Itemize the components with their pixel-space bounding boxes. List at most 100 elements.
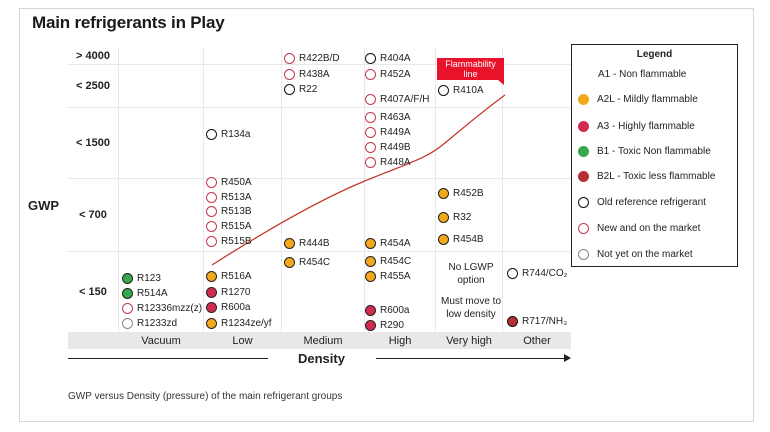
x-axis-line xyxy=(68,358,268,359)
b2l-marker-icon xyxy=(578,170,589,182)
old-marker-icon xyxy=(507,267,518,279)
new-marker-icon xyxy=(365,68,376,80)
refrigerant-item: R12336mzz(z) xyxy=(122,301,202,315)
a2l-marker-icon xyxy=(438,233,449,245)
not-yet-marker-icon xyxy=(122,317,133,329)
row-label: < 150 xyxy=(79,286,107,298)
refrigerant-item: R515A xyxy=(206,219,252,233)
column-label: Medium xyxy=(303,335,343,347)
legend-item: B1 - Toxic Non flammable xyxy=(578,144,711,158)
a2l-marker-icon xyxy=(206,270,217,282)
grid-cell xyxy=(119,179,203,251)
refrigerant-item: R438A xyxy=(284,67,330,81)
new-marker-icon xyxy=(206,235,217,247)
grid-cell xyxy=(503,179,571,251)
legend-item: Old reference refrigerant xyxy=(578,195,706,209)
new-marker-icon xyxy=(578,222,589,234)
row-cell xyxy=(68,252,118,332)
flammability-pointer xyxy=(498,80,504,85)
new-marker-icon xyxy=(365,111,376,123)
refrigerant-item: R134a xyxy=(206,127,250,141)
legend-title: Legend xyxy=(636,49,673,60)
grid-cell xyxy=(282,47,364,64)
new-marker-icon xyxy=(206,176,217,188)
column-label: Other xyxy=(523,335,551,347)
column-label: High xyxy=(388,335,412,347)
old-marker-icon xyxy=(206,128,217,140)
row-label: < 1500 xyxy=(76,137,110,149)
a2l-marker-icon xyxy=(438,211,449,223)
b2l-marker-icon xyxy=(507,315,518,327)
a2l-marker-icon xyxy=(438,187,449,199)
refrigerant-item: R407A/F/H xyxy=(365,92,429,106)
grid-cell xyxy=(119,252,203,332)
row-label: < 2500 xyxy=(76,80,110,92)
new-marker-icon xyxy=(365,126,376,138)
row-cell xyxy=(68,65,118,107)
a2l-marker-icon xyxy=(578,93,589,105)
a3-marker-icon xyxy=(365,304,376,316)
refrigerant-item: R455A xyxy=(365,269,411,283)
row-cell xyxy=(68,108,118,178)
refrigerant-item: R600a xyxy=(365,303,409,317)
grid-cell xyxy=(119,47,203,64)
refrigerant-item: R123 xyxy=(122,271,161,285)
refrigerant-item: R449A xyxy=(365,125,411,139)
new-marker-icon xyxy=(122,302,133,314)
row-label: > 4000 xyxy=(76,49,110,62)
a2l-marker-icon xyxy=(365,270,376,282)
x-axis-label: Density xyxy=(298,351,345,366)
refrigerant-item: R454B xyxy=(438,232,484,246)
grid-cell xyxy=(119,108,203,178)
not-yet-marker-icon xyxy=(578,248,589,260)
refrigerant-item: R516A xyxy=(206,269,252,283)
refrigerant-item: R22 xyxy=(284,82,317,96)
grid-cell xyxy=(204,65,281,107)
chart-title: Main refrigerants in Play xyxy=(32,13,225,32)
column-label: Vacuum xyxy=(141,335,181,347)
refrigerant-item: R452B xyxy=(438,186,484,200)
refrigerant-item: R513A xyxy=(206,190,252,204)
grid-cell xyxy=(503,108,571,178)
grid-cell xyxy=(119,65,203,107)
legend-item: A3 - Highly flammable xyxy=(578,119,695,133)
new-marker-icon xyxy=(284,68,295,80)
new-marker-icon xyxy=(206,191,217,203)
a3-marker-icon xyxy=(365,319,376,331)
a2l-marker-icon xyxy=(365,237,376,249)
new-marker-icon xyxy=(365,156,376,168)
a2l-marker-icon xyxy=(284,256,295,268)
corner-cell xyxy=(68,333,118,349)
x-axis-line xyxy=(376,358,566,359)
legend-item: A1 - Non flammable xyxy=(598,68,687,80)
refrigerant-item: R290 xyxy=(365,318,404,332)
refrigerant-item: R600a xyxy=(206,300,250,314)
flammability-line-label: Flammability line xyxy=(437,58,504,80)
refrigerant-item: R1234ze/yf xyxy=(206,316,272,330)
row-cell xyxy=(68,179,118,251)
refrigerant-item: R454A xyxy=(365,236,411,250)
refrigerant-item: R463A xyxy=(365,110,411,124)
column-label: Low xyxy=(232,335,253,347)
refrigerant-item: R422B/D xyxy=(284,51,340,65)
legend-item: New and on the market xyxy=(578,221,700,235)
arrow-right-icon xyxy=(564,354,571,362)
legend: Legend A1 - Non flammable A2L - Mildly f… xyxy=(571,44,738,267)
column-label: Very high xyxy=(446,335,492,347)
grid-cell xyxy=(365,47,435,64)
grid-cell xyxy=(503,47,571,64)
new-marker-icon xyxy=(365,93,376,105)
old-marker-icon xyxy=(578,196,589,208)
refrigerant-item: R717/NH₃ xyxy=(507,314,567,328)
refrigerant-item: R1270 xyxy=(206,285,250,299)
a2l-marker-icon xyxy=(284,237,295,249)
grid-cell xyxy=(282,108,364,178)
a3-marker-icon xyxy=(578,120,589,132)
legend-item: Not yet on the market xyxy=(578,247,693,261)
legend-item: A2L - Mildly flammable xyxy=(578,92,698,106)
grid-cell xyxy=(436,108,502,178)
b1-marker-icon xyxy=(122,287,133,299)
grid-cell xyxy=(204,47,281,64)
refrigerant-item: R449B xyxy=(365,140,411,154)
refrigerant-item: R448A xyxy=(365,155,411,169)
